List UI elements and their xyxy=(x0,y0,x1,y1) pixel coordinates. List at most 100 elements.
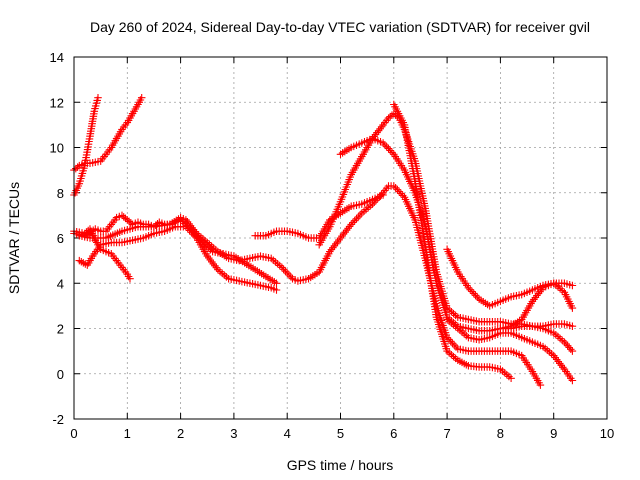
data-point-marker xyxy=(92,99,101,107)
data-point-marker xyxy=(120,226,129,235)
x-tick-label: 5 xyxy=(337,426,344,441)
data-point-marker xyxy=(509,348,518,357)
data-point-marker xyxy=(91,102,100,110)
data-point-marker xyxy=(464,324,473,333)
data-point-marker xyxy=(131,223,140,232)
data-point-marker xyxy=(78,232,86,241)
data-point-marker xyxy=(547,328,555,336)
data-point-marker xyxy=(112,213,121,222)
series-sat-g xyxy=(251,191,387,242)
data-point-marker xyxy=(366,196,374,205)
data-point-marker xyxy=(568,376,577,385)
x-tick-label: 3 xyxy=(230,426,237,441)
data-point-marker xyxy=(467,334,475,342)
data-point-marker xyxy=(358,200,366,208)
data-point-marker xyxy=(501,323,510,332)
data-point-marker xyxy=(120,238,129,246)
data-point-marker xyxy=(459,314,467,323)
series-sat-f xyxy=(75,182,545,389)
data-point-marker xyxy=(531,339,539,347)
data-point-marker xyxy=(104,248,113,257)
data-point-marker xyxy=(493,298,502,307)
data-point-marker xyxy=(264,283,273,291)
data-series xyxy=(70,93,577,389)
x-tick-label: 9 xyxy=(550,426,557,441)
y-tick-label: 12 xyxy=(50,95,64,110)
series-sat-m xyxy=(496,279,577,333)
series-sat-e xyxy=(75,222,281,294)
data-point-marker xyxy=(267,284,275,292)
data-point-marker xyxy=(488,332,497,341)
data-point-marker xyxy=(264,230,273,239)
data-point-marker xyxy=(509,292,518,301)
y-tick-label: 8 xyxy=(57,186,64,201)
data-point-marker xyxy=(104,239,113,247)
data-point-marker xyxy=(485,302,494,310)
data-point-marker xyxy=(517,290,526,299)
data-point-marker xyxy=(374,136,382,145)
data-point-marker xyxy=(288,274,297,283)
data-point-marker xyxy=(379,191,387,199)
series-sat-a xyxy=(70,93,102,199)
data-point-marker xyxy=(238,256,246,264)
data-point-marker xyxy=(565,281,574,289)
data-point-marker xyxy=(272,279,281,288)
data-point-marker xyxy=(144,231,153,240)
y-tick-label: -2 xyxy=(52,412,64,427)
data-point-marker xyxy=(288,228,297,237)
data-point-marker xyxy=(267,229,275,238)
series-sat-j xyxy=(390,100,515,383)
data-point-marker xyxy=(512,331,521,340)
data-point-marker xyxy=(496,297,505,306)
data-point-marker xyxy=(371,194,379,203)
data-point-marker xyxy=(504,294,513,302)
data-point-marker xyxy=(363,136,371,145)
data-point-marker xyxy=(75,231,84,240)
series-sat-l xyxy=(443,315,577,385)
data-point-marker xyxy=(93,96,101,105)
x-tick-label: 4 xyxy=(284,426,291,441)
x-tick-label: 2 xyxy=(177,426,184,441)
data-point-marker xyxy=(512,291,521,300)
data-point-marker xyxy=(472,317,481,325)
data-point-marker xyxy=(123,237,132,246)
data-point-marker xyxy=(352,141,361,149)
data-point-marker xyxy=(137,93,146,102)
data-point-marker xyxy=(75,161,84,170)
data-point-marker xyxy=(296,230,305,239)
data-point-marker xyxy=(480,334,489,343)
chart-title: Day 260 of 2024, Sidereal Day-to-day VTE… xyxy=(90,19,590,35)
data-point-marker xyxy=(91,104,99,113)
data-point-marker xyxy=(541,282,550,291)
data-point-marker xyxy=(350,202,358,210)
x-tick-label: 8 xyxy=(497,426,504,441)
data-point-marker xyxy=(363,198,371,206)
data-point-marker xyxy=(536,381,545,389)
data-point-marker xyxy=(523,336,531,344)
data-point-marker xyxy=(272,286,281,294)
data-point-marker xyxy=(283,227,291,235)
data-point-marker xyxy=(472,326,481,334)
y-tick-label: 14 xyxy=(50,50,64,65)
data-point-marker xyxy=(235,277,243,285)
data-point-marker xyxy=(488,363,497,372)
data-point-marker xyxy=(504,323,513,331)
data-point-marker xyxy=(94,226,102,234)
data-point-marker xyxy=(350,142,358,151)
data-point-marker xyxy=(565,321,574,330)
data-point-marker xyxy=(128,236,137,245)
data-point-marker xyxy=(512,349,521,358)
data-point-marker xyxy=(459,346,467,354)
data-point-marker xyxy=(496,324,505,333)
data-point-marker xyxy=(139,234,148,242)
data-point-marker xyxy=(533,340,542,349)
data-point-marker xyxy=(563,280,571,288)
data-point-marker xyxy=(531,285,539,293)
data-point-marker xyxy=(128,224,137,232)
data-point-marker xyxy=(467,316,475,324)
data-point-marker xyxy=(227,255,235,263)
y-tick-label: 10 xyxy=(50,141,64,156)
data-point-marker xyxy=(264,254,273,262)
